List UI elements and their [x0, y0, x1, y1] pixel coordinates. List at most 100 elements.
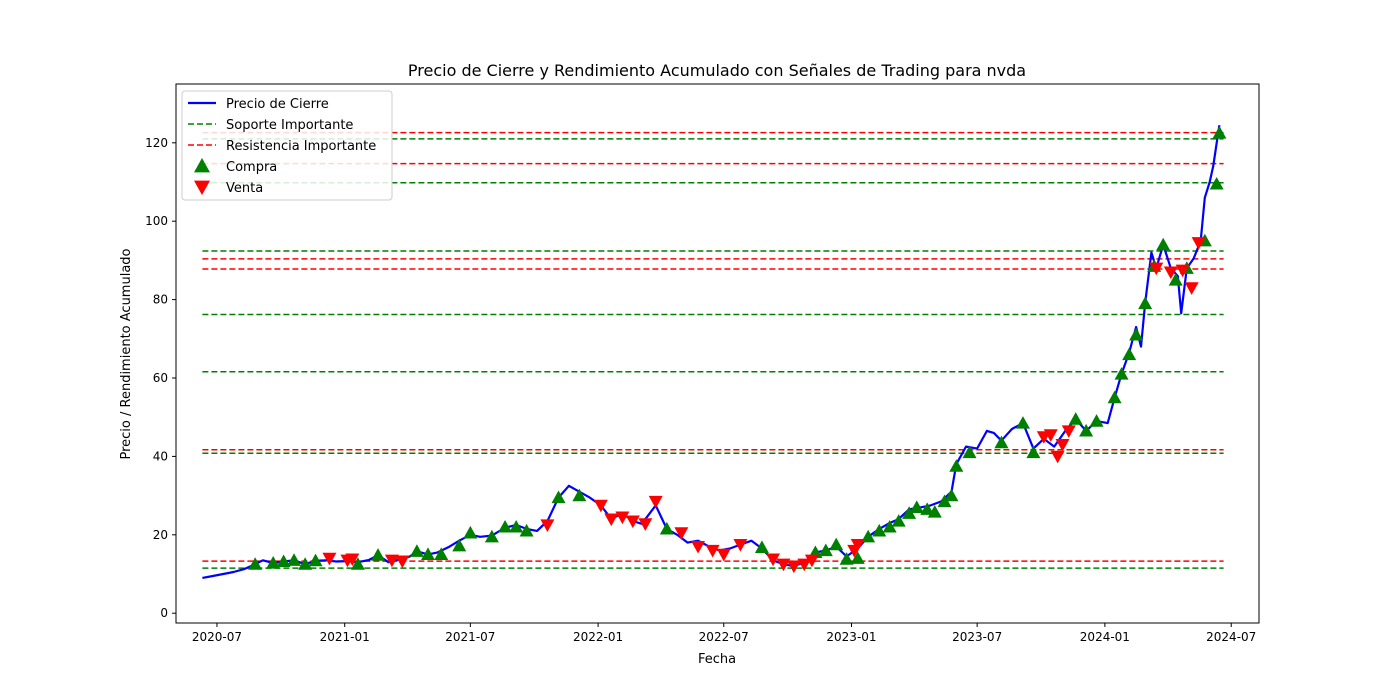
y-tick-label: 80: [153, 293, 168, 307]
buy-marker: [909, 500, 924, 513]
buy-marker: [519, 523, 534, 537]
x-axis-label: Fecha: [698, 652, 736, 667]
chart-title: Precio de Cierre y Rendimiento Acumulado…: [408, 61, 1026, 80]
sell-marker: [322, 552, 337, 566]
x-tick-label: 2024-07: [1206, 630, 1256, 644]
buy-marker: [1122, 347, 1137, 361]
sell-marker: [733, 539, 748, 552]
buy-marker: [994, 435, 1009, 449]
buy-marker: [371, 548, 386, 561]
buy-marker: [1015, 416, 1030, 429]
axes-frame: [175, 83, 1260, 624]
legend-label: Precio de Cierre: [226, 97, 329, 112]
buy-marker: [891, 514, 906, 527]
buy-marker: [962, 445, 977, 459]
buy-marker: [1107, 390, 1122, 404]
sell-marker: [384, 554, 399, 568]
x-tick-label: 2021-01: [320, 630, 370, 644]
buy-marker: [463, 525, 478, 539]
buy-marker: [572, 488, 587, 502]
sell-marker: [395, 555, 410, 569]
sell-marker: [1184, 282, 1199, 295]
sell-marker: [1149, 262, 1164, 276]
sell-marker: [1061, 425, 1076, 438]
x-axis: 2020-07 2021-01 2021-07 2022-01 2022-07 2023-…: [192, 623, 1256, 644]
buy-marker: [850, 551, 865, 564]
buy-marker: [1079, 423, 1094, 437]
sell-marker: [638, 518, 653, 531]
x-tick-label: 2020-07: [192, 630, 242, 644]
buy-marker: [659, 521, 674, 535]
buy-marker: [1168, 273, 1183, 286]
x-tick-label: 2022-01: [573, 630, 623, 644]
sell-marker: [345, 553, 360, 567]
sell-marker: [705, 544, 720, 558]
buy-marker: [276, 554, 291, 568]
buy-marker: [1026, 445, 1041, 459]
buy-marker: [1089, 414, 1104, 427]
buy-marker: [927, 505, 942, 518]
buy-marker: [421, 547, 436, 560]
sell-marker: [615, 511, 630, 525]
sell-marker: [804, 554, 819, 568]
legend-box: [181, 90, 393, 201]
sell-marker: [625, 515, 640, 529]
sell-marker: [604, 513, 619, 527]
sell-marker: [850, 539, 865, 552]
buy-marker: [452, 538, 467, 552]
y-tick-label: 60: [153, 371, 168, 385]
legend-label: Venta: [226, 181, 263, 196]
buy-marker: [937, 494, 952, 508]
x-tick-label: 2021-07: [445, 630, 495, 644]
buy-marker: [839, 552, 854, 565]
sell-marker: [691, 540, 706, 554]
buy-marker: [1212, 126, 1227, 139]
y-axis: 0 20 40 60 80 100 120: [145, 136, 176, 620]
buy-marker: [350, 557, 365, 570]
buy-marker: [861, 529, 876, 543]
legend-label: Soporte Importante: [226, 118, 353, 133]
buy-marker: [949, 459, 964, 472]
legend-label: Compra: [226, 160, 277, 175]
buy-marker: [298, 557, 313, 570]
y-tick-label: 120: [145, 136, 168, 150]
buy-marker: [754, 540, 769, 553]
buy-marker: [818, 543, 833, 557]
sell-marker: [593, 499, 608, 513]
buy-marker: [872, 523, 887, 537]
legend-label: Resistencia Importante: [226, 139, 376, 154]
sell-marker: [1055, 439, 1070, 452]
sell-marker: [786, 560, 801, 574]
buy-marker: [1156, 237, 1171, 251]
y-tick-label: 0: [160, 606, 168, 620]
sell-marker: [1043, 429, 1058, 442]
sell-marker: [540, 519, 555, 532]
buy-marker: [1129, 327, 1144, 341]
y-tick-label: 100: [145, 214, 168, 228]
legend-swatch-buy: [194, 158, 210, 173]
buy-marker: [944, 488, 959, 502]
buy-marker: [882, 519, 897, 533]
sell-marker: [797, 558, 812, 572]
legend-swatch-sell: [194, 180, 210, 195]
sell-marker: [1163, 266, 1178, 280]
buy-marker: [1068, 412, 1083, 425]
sell-marker: [716, 548, 731, 562]
buy-marker: [551, 490, 566, 504]
buy-marker: [248, 557, 263, 570]
x-tick-label: 2023-07: [952, 630, 1002, 644]
sell-marker: [1191, 237, 1206, 250]
buy-marker: [829, 537, 844, 551]
sell-marker: [776, 558, 791, 572]
y-tick-label: 20: [153, 528, 168, 542]
buy-marker: [498, 519, 513, 533]
sell-marker: [648, 495, 663, 509]
buy-marker: [287, 553, 302, 566]
x-tick-label: 2022-07: [699, 630, 749, 644]
buy-marker: [1209, 176, 1224, 190]
sell-marker: [674, 527, 689, 540]
x-tick-label: 2023-01: [826, 630, 876, 644]
y-tick-label: 40: [153, 449, 168, 463]
buy-marker: [484, 529, 499, 543]
